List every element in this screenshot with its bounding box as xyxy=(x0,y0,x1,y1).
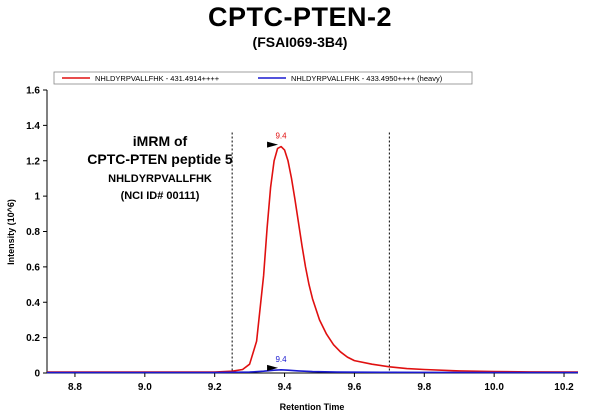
y-tick-label: 0.8 xyxy=(26,227,40,238)
y-tick-label: 0 xyxy=(34,369,40,380)
x-tick-label: 9.4 xyxy=(278,382,292,393)
y-tick-label: 1.6 xyxy=(26,86,40,97)
y-axis-label: Intensity (10^6) xyxy=(6,199,16,265)
y-tick-label: 0.6 xyxy=(26,262,40,273)
annotation-line-4: (NCI ID# 00111) xyxy=(121,190,200,202)
x-tick-label: 9.8 xyxy=(417,382,431,393)
annotation-line-1: iMRM of xyxy=(133,133,188,149)
x-tick-label: 9.0 xyxy=(138,382,152,393)
peak-marker xyxy=(267,141,279,148)
series-layer: 9.4 9.4 xyxy=(47,132,579,374)
y-tick-label: 1.4 xyxy=(26,121,40,132)
peak-marker xyxy=(267,364,279,371)
peak-label: 9.4 xyxy=(275,355,287,364)
peak-label: 9.4 xyxy=(275,132,287,141)
y-tick-label: 0.4 xyxy=(26,298,40,309)
plot-frame xyxy=(46,90,578,374)
chart-title: CPTC-PTEN-2 xyxy=(207,2,392,32)
series-line-light xyxy=(47,145,579,373)
y-tick-label: 0.2 xyxy=(26,333,40,344)
integration-bounds xyxy=(231,132,390,373)
y-tick-label: 1.2 xyxy=(26,156,40,167)
x-tick-label: 9.2 xyxy=(208,382,222,393)
x-tick-label: 10.2 xyxy=(554,382,574,393)
annotation-line-3: NHLDYRPVALLFHK xyxy=(108,173,212,185)
legend-label-heavy: NHLDYRPVALLFHK - 433.4950++++ (heavy) xyxy=(291,74,443,83)
x-tick-label: 9.6 xyxy=(347,382,361,393)
annotation-line-2: CPTC-PTEN peptide 5 xyxy=(87,151,233,167)
x-axis-label: Retention Time xyxy=(280,402,345,412)
annotation: iMRM of CPTC-PTEN peptide 5 NHLDYRPVALLF… xyxy=(87,133,233,202)
y-tick-label: 1 xyxy=(34,192,40,203)
series-line-heavy xyxy=(47,368,578,374)
x-tick-label: 10.0 xyxy=(484,382,504,393)
legend: NHLDYRPVALLFHK - 431.4914++++ NHLDYRPVAL… xyxy=(53,71,473,85)
legend-label-light: NHLDYRPVALLFHK - 431.4914++++ xyxy=(95,74,220,83)
y-ticks: 0 0.2 0.4 0.6 0.8 1 1.2 1.4 1.6 xyxy=(26,86,47,380)
x-tick-label: 8.8 xyxy=(68,382,82,393)
x-ticks: 8.8 9.0 9.2 9.4 9.6 9.8 10.0 10.2 xyxy=(68,373,574,393)
chart-subtitle: (FSAI069-3B4) xyxy=(252,34,348,50)
